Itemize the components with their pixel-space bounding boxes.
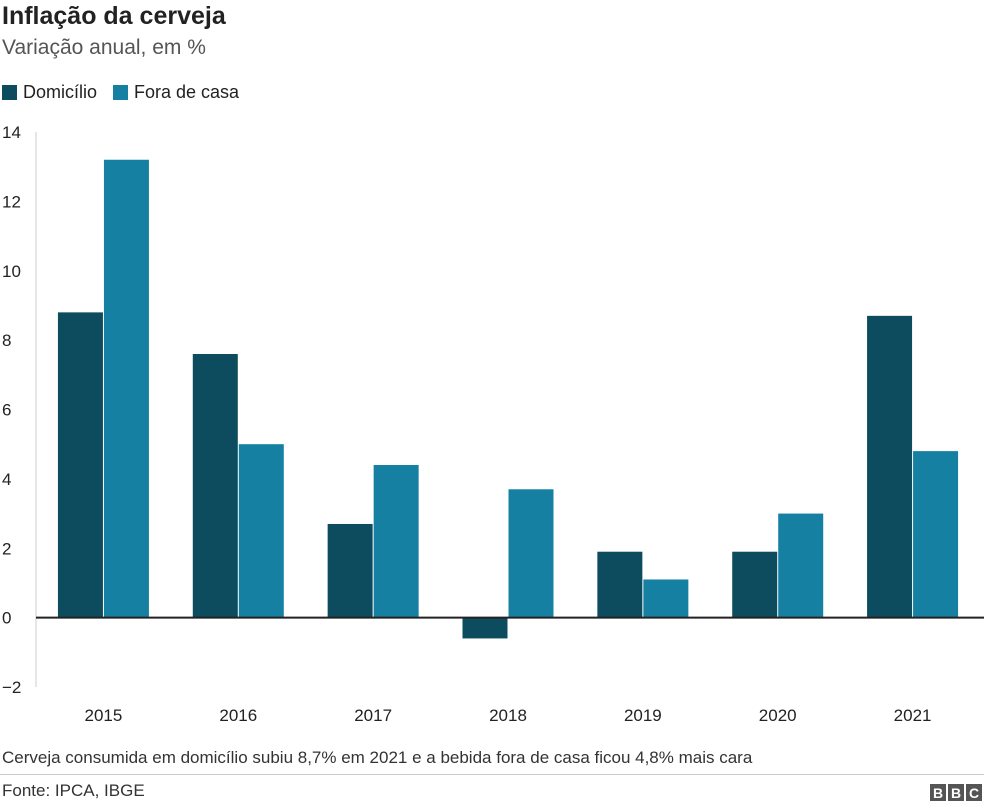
bar [597,551,643,618]
bar [732,551,778,618]
y-tick-label: 6 [2,401,11,420]
y-tick-label: 2 [2,539,11,558]
bbc-logo: B B C [928,784,982,801]
bar [643,579,689,618]
bar [103,159,149,618]
chart-caption: Cerveja consumida em domicílio subiu 8,7… [2,748,753,767]
bar [867,315,913,618]
bar [327,523,373,618]
bbc-logo-block-3: C [966,784,982,801]
chart-subtitle: Variação anual, em % [2,36,206,59]
x-tick-label: 2017 [354,706,392,725]
legend: Domicílio Fora de casa [2,82,255,103]
bar [778,513,824,618]
x-tick-label: 2021 [894,706,932,725]
x-tick-label: 2016 [219,706,257,725]
x-tick-label: 2018 [489,706,527,725]
footer-divider [0,774,984,775]
y-tick-label: 12 [2,192,21,211]
x-tick-label: 2020 [759,706,797,725]
legend-item-domicilio: Domicílio [2,82,97,103]
bar-chart: 14 12 10 8 6 4 2 0 −2 2015 2016 2017 2018 2019 2020 202… [2,123,984,725]
y-tick-label: −2 [2,678,21,697]
legend-item-fora-de-casa: Fora de casa [113,82,239,103]
bbc-logo-block-2: B [948,784,964,801]
bar [57,312,103,618]
bar [462,617,508,639]
bar [508,489,554,618]
bar [913,451,959,618]
source-note: Fonte: IPCA, IBGE [2,781,145,800]
legend-label-domicilio: Domicílio [23,82,98,102]
y-tick-label: 10 [2,262,21,281]
x-tick-label: 2015 [85,706,123,725]
y-tick-label: 14 [2,123,21,142]
bar [192,354,238,618]
y-tick-label: 0 [2,609,11,628]
y-tick-label: 8 [2,331,11,350]
legend-swatch-fora-de-casa [113,85,129,100]
bar [238,444,284,618]
y-tick-label: 4 [2,470,11,489]
x-tick-label: 2019 [624,706,662,725]
legend-swatch-domicilio [2,85,17,100]
chart-title: Inflação da cerveja [2,2,226,30]
bbc-logo-block-1: B [930,784,946,801]
bar [373,465,419,618]
legend-label-fora-de-casa: Fora de casa [134,82,240,102]
